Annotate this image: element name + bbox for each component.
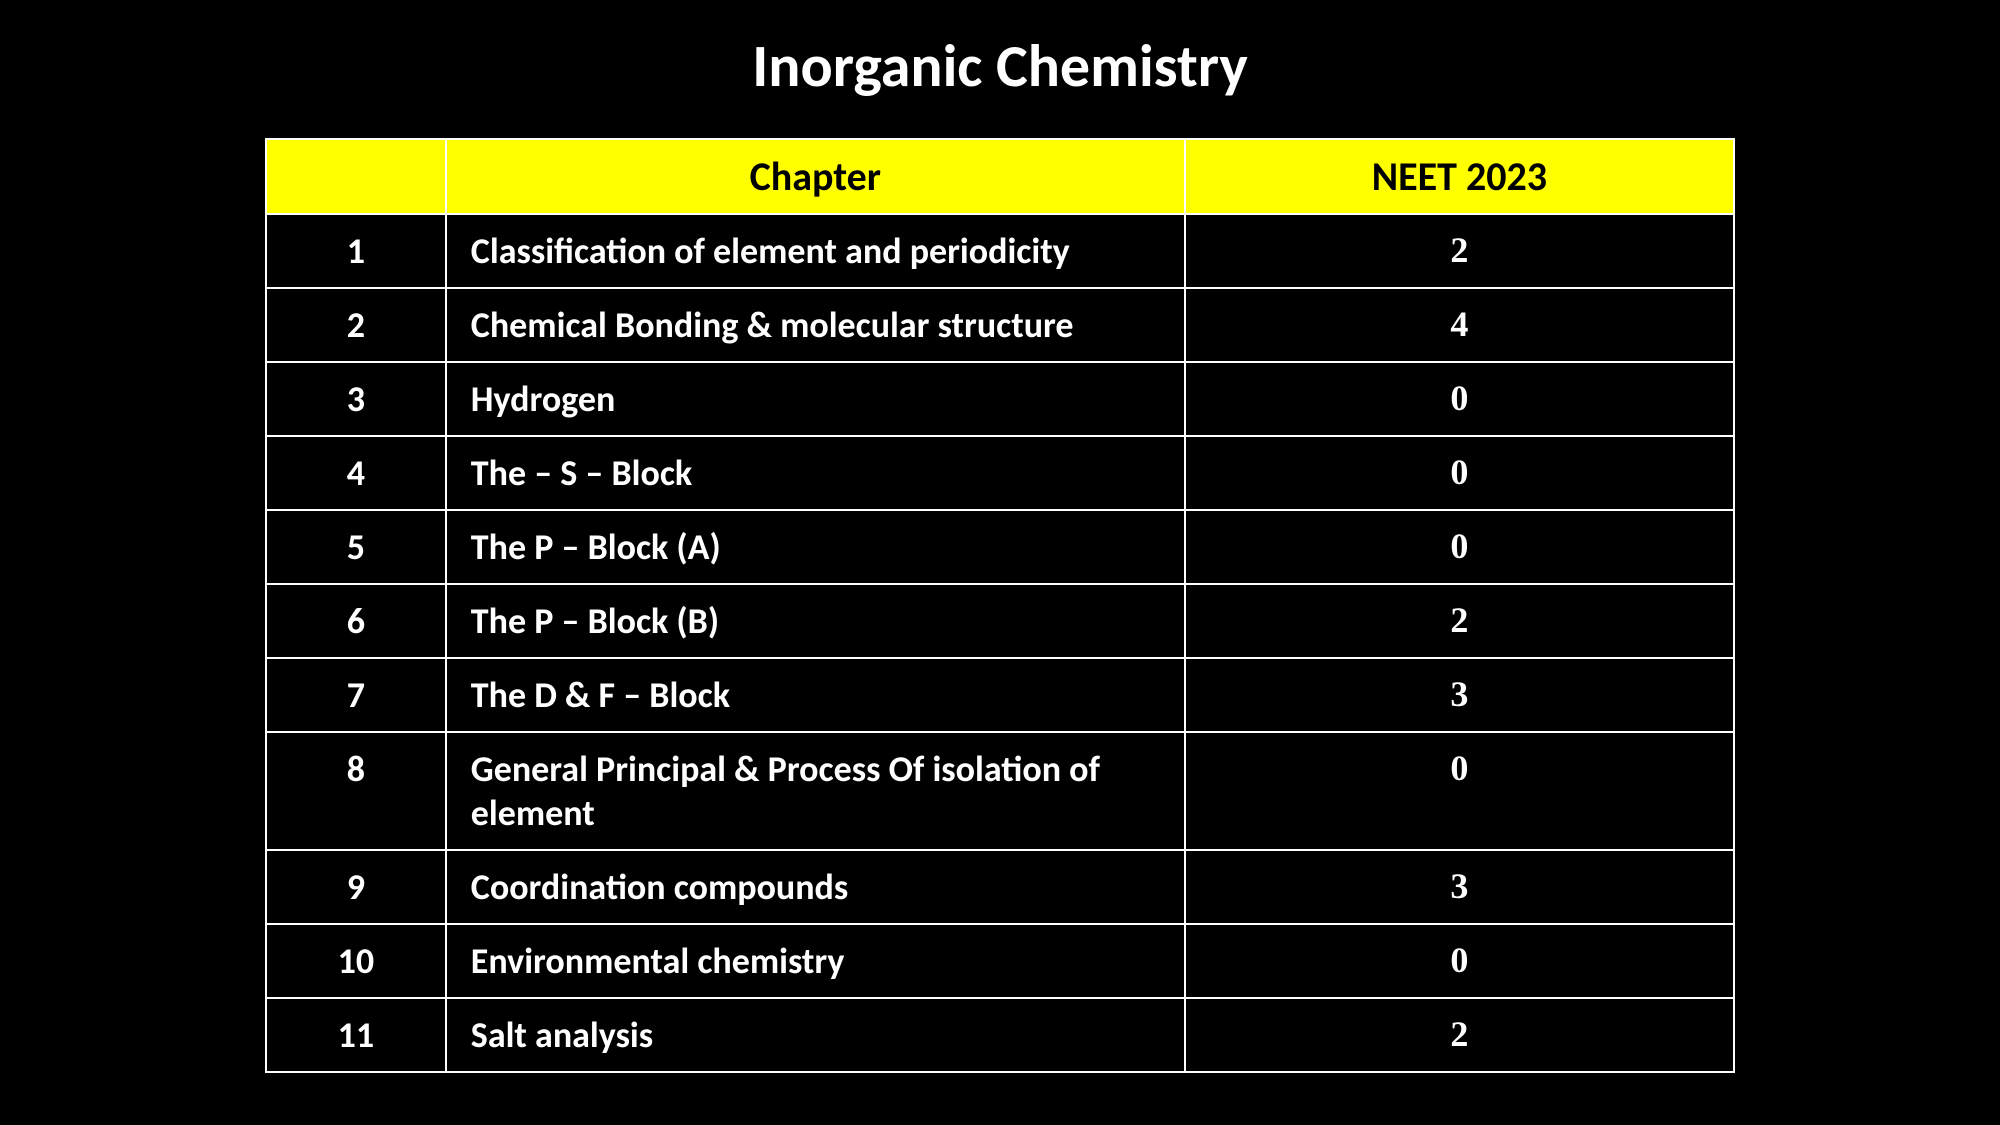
table-row: 11 Salt analysis 2 — [266, 998, 1734, 1072]
cell-num: 11 — [266, 998, 446, 1072]
cell-num: 1 — [266, 214, 446, 288]
slide-container: Inorganic Chemistry Chapter NEET 2023 1 … — [0, 30, 2000, 1073]
cell-num: 6 — [266, 584, 446, 658]
table-row: 5 The P – Block (A) 0 — [266, 510, 1734, 584]
cell-chapter: Chemical Bonding & molecular structure — [446, 288, 1185, 362]
cell-num: 7 — [266, 658, 446, 732]
cell-num: 3 — [266, 362, 446, 436]
table-row: 4 The – S – Block 0 — [266, 436, 1734, 510]
header-chapter: Chapter — [446, 139, 1185, 214]
table-row: 1 Classification of element and periodic… — [266, 214, 1734, 288]
table-row: 9 Coordination compounds 3 — [266, 850, 1734, 924]
cell-neet: 0 — [1185, 732, 1734, 850]
cell-neet: 0 — [1185, 436, 1734, 510]
table-row: 2 Chemical Bonding & molecular structure… — [266, 288, 1734, 362]
table-row: 7 The D & F – Block 3 — [266, 658, 1734, 732]
table-row: 6 The P – Block (B) 2 — [266, 584, 1734, 658]
table-row: 8 General Principal & Process Of isolati… — [266, 732, 1734, 850]
table-body: 1 Classification of element and periodic… — [266, 214, 1734, 1072]
cell-chapter: The P – Block (A) — [446, 510, 1185, 584]
cell-num: 2 — [266, 288, 446, 362]
table-row: 10 Environmental chemistry 0 — [266, 924, 1734, 998]
table-header-row: Chapter NEET 2023 — [266, 139, 1734, 214]
cell-neet: 2 — [1185, 584, 1734, 658]
cell-chapter: Salt analysis — [446, 998, 1185, 1072]
cell-neet: 0 — [1185, 362, 1734, 436]
cell-chapter: The D & F – Block — [446, 658, 1185, 732]
cell-neet: 2 — [1185, 214, 1734, 288]
cell-num: 4 — [266, 436, 446, 510]
cell-chapter: Environmental chemistry — [446, 924, 1185, 998]
cell-chapter: Coordination compounds — [446, 850, 1185, 924]
cell-neet: 0 — [1185, 924, 1734, 998]
table-wrapper: Chapter NEET 2023 1 Classification of el… — [265, 138, 1735, 1073]
cell-num: 8 — [266, 732, 446, 850]
cell-chapter: The P – Block (B) — [446, 584, 1185, 658]
header-num — [266, 139, 446, 214]
cell-num: 9 — [266, 850, 446, 924]
cell-neet: 3 — [1185, 850, 1734, 924]
cell-chapter: The – S – Block — [446, 436, 1185, 510]
table-row: 3 Hydrogen 0 — [266, 362, 1734, 436]
page-title: Inorganic Chemistry — [752, 30, 1248, 103]
cell-chapter: Hydrogen — [446, 362, 1185, 436]
header-neet: NEET 2023 — [1185, 139, 1734, 214]
cell-chapter: Classification of element and periodicit… — [446, 214, 1185, 288]
cell-neet: 4 — [1185, 288, 1734, 362]
cell-num: 5 — [266, 510, 446, 584]
cell-num: 10 — [266, 924, 446, 998]
cell-neet: 3 — [1185, 658, 1734, 732]
chapter-table: Chapter NEET 2023 1 Classification of el… — [265, 138, 1735, 1073]
cell-chapter: General Principal & Process Of isolation… — [446, 732, 1185, 850]
cell-neet: 0 — [1185, 510, 1734, 584]
cell-neet: 2 — [1185, 998, 1734, 1072]
